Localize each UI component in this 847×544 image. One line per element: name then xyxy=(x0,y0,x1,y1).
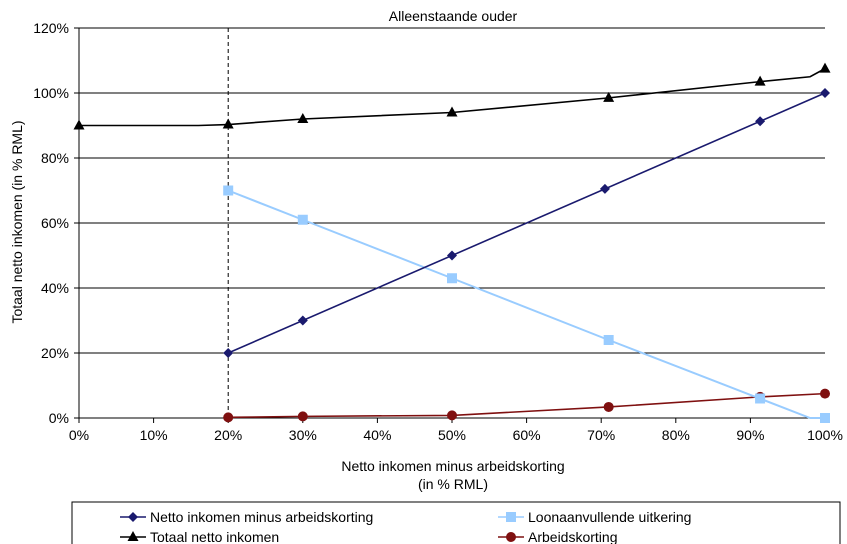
data-point xyxy=(603,91,615,102)
series-3 xyxy=(223,388,830,423)
legend-label: Netto inkomen minus arbeidskorting xyxy=(150,509,373,525)
grid xyxy=(74,27,826,423)
legend: Netto inkomen minus arbeidskorting Loonaa… xyxy=(71,501,841,544)
data-point xyxy=(73,119,85,130)
legend-swatch-marker xyxy=(506,532,516,542)
data-point xyxy=(755,116,766,127)
data-point xyxy=(297,411,308,422)
x-tick-label: 0% xyxy=(69,427,89,443)
y-tick-label: 60% xyxy=(41,215,69,231)
data-point xyxy=(820,413,830,423)
data-point xyxy=(446,106,458,117)
data-point xyxy=(603,401,614,412)
data-point xyxy=(754,75,766,86)
series-line xyxy=(227,92,826,354)
data-point xyxy=(447,273,457,284)
x-axis-label-line1: Netto inkomen minus arbeidskorting xyxy=(341,458,564,474)
data-point xyxy=(222,118,234,129)
data-point xyxy=(223,348,234,358)
legend-box xyxy=(71,501,841,544)
legend-swatch-marker xyxy=(506,512,516,522)
legend-label: Loonaanvullende uitkering xyxy=(528,509,691,525)
data-point xyxy=(297,315,308,326)
data-point xyxy=(297,214,308,225)
series-0 xyxy=(223,88,830,358)
x-tick-label: 100% xyxy=(807,427,843,443)
series-2 xyxy=(73,62,831,130)
data-point xyxy=(447,250,457,261)
x-tick-label: 10% xyxy=(140,427,168,443)
data-point xyxy=(819,62,831,73)
data-point xyxy=(603,335,614,345)
y-axis-label: Totaal netto inkomen (in % RML) xyxy=(9,120,25,323)
y-tick-label: 80% xyxy=(41,150,69,166)
data-point xyxy=(820,388,830,399)
x-tick-label: 20% xyxy=(214,427,242,443)
legend-label: Totaal netto inkomen xyxy=(150,529,279,544)
y-tick-label: 120% xyxy=(33,20,69,36)
data-point xyxy=(755,393,766,404)
series-group xyxy=(73,62,831,423)
data-point xyxy=(447,410,457,421)
legend-swatch-marker xyxy=(127,531,139,541)
y-tick-label: 20% xyxy=(41,345,69,361)
series-line xyxy=(227,189,825,419)
legend-label: Arbeidskorting xyxy=(528,529,618,544)
series-line xyxy=(79,67,826,127)
data-point xyxy=(223,412,234,423)
x-axis-label-line2: (in % RML) xyxy=(418,476,488,492)
y-tick-label: 0% xyxy=(49,410,69,426)
y-tick-label: 100% xyxy=(33,85,69,101)
x-tick-label: 60% xyxy=(513,427,541,443)
legend-swatch-marker xyxy=(128,512,138,522)
data-point xyxy=(297,113,309,123)
x-tick-label: 80% xyxy=(662,427,690,443)
x-tick-label: 70% xyxy=(587,427,615,443)
data-point xyxy=(599,183,610,194)
y-tick-labels: 0% 20% 40% 60% 80% 100% 120% xyxy=(33,20,69,426)
x-tick-label: 90% xyxy=(736,427,764,443)
x-tick-label: 30% xyxy=(289,427,317,443)
data-point xyxy=(223,185,234,196)
series-line xyxy=(228,392,826,419)
x-tick-label: 40% xyxy=(363,427,391,443)
series-1 xyxy=(223,185,830,423)
data-point xyxy=(820,88,830,98)
chart-subtitle: Alleenstaande ouder xyxy=(389,8,518,24)
x-tick-labels: 0% 10% 20% 30% 40% 50% 60% 70% 80% 90% 100% xyxy=(69,427,843,443)
y-tick-label: 40% xyxy=(41,280,69,296)
x-tick-label: 50% xyxy=(438,427,466,443)
